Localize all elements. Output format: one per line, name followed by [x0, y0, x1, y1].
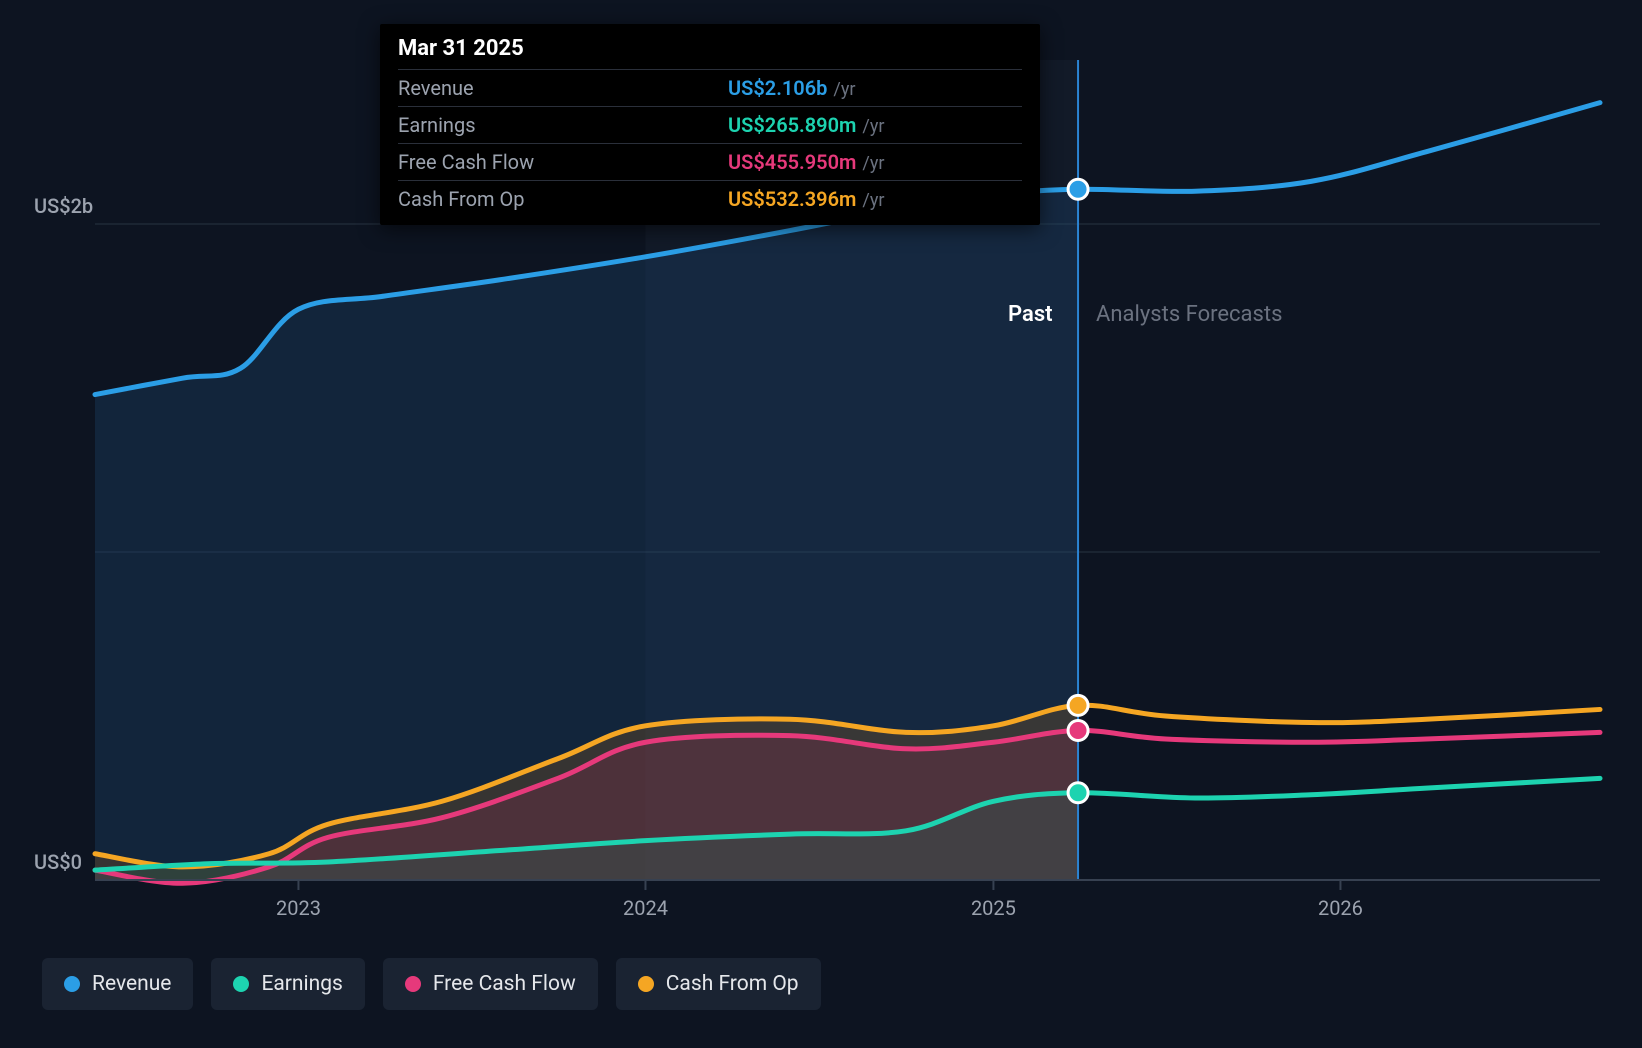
- tooltip-suffix: /yr: [833, 79, 855, 100]
- legend-label: Free Cash Flow: [433, 972, 576, 996]
- tooltip-value: US$265.890m: [728, 113, 856, 137]
- financial-chart: US$0 US$2b 2023 2024 2025 2026 Past Anal…: [0, 0, 1642, 1048]
- tooltip-label: Free Cash Flow: [398, 150, 728, 174]
- tooltip-suffix: /yr: [862, 153, 884, 174]
- x-tick-label: 2024: [623, 896, 668, 920]
- legend-swatch-icon: [405, 976, 421, 992]
- x-tick-label: 2026: [1318, 896, 1363, 920]
- tooltip-value: US$455.950m: [728, 150, 856, 174]
- tooltip-suffix: /yr: [862, 190, 884, 211]
- legend-label: Cash From Op: [666, 972, 799, 996]
- forecast-label: Analysts Forecasts: [1096, 302, 1282, 327]
- tooltip-row-cfo: Cash From Op US$532.396m /yr: [398, 180, 1022, 217]
- tooltip-label: Revenue: [398, 76, 728, 100]
- y-tick-label: US$2b: [34, 194, 93, 218]
- tooltip-label: Earnings: [398, 113, 728, 137]
- legend: Revenue Earnings Free Cash Flow Cash Fro…: [42, 958, 821, 1010]
- x-tick-label: 2023: [276, 896, 321, 920]
- tooltip-value: US$532.396m: [728, 187, 856, 211]
- tooltip-label: Cash From Op: [398, 187, 728, 211]
- legend-item-fcf[interactable]: Free Cash Flow: [383, 958, 598, 1010]
- legend-swatch-icon: [638, 976, 654, 992]
- tooltip-row-fcf: Free Cash Flow US$455.950m /yr: [398, 143, 1022, 180]
- legend-swatch-icon: [233, 976, 249, 992]
- legend-label: Revenue: [92, 972, 171, 996]
- hover-tooltip: Mar 31 2025 Revenue US$2.106b /yr Earnin…: [380, 24, 1040, 225]
- legend-item-revenue[interactable]: Revenue: [42, 958, 193, 1010]
- tooltip-date: Mar 31 2025: [398, 36, 1022, 69]
- legend-item-cfo[interactable]: Cash From Op: [616, 958, 821, 1010]
- tooltip-suffix: /yr: [862, 116, 884, 137]
- past-label: Past: [1008, 302, 1053, 327]
- legend-label: Earnings: [261, 972, 342, 996]
- tooltip-value: US$2.106b: [728, 76, 827, 100]
- tooltip-row-revenue: Revenue US$2.106b /yr: [398, 69, 1022, 106]
- tooltip-row-earnings: Earnings US$265.890m /yr: [398, 106, 1022, 143]
- legend-swatch-icon: [64, 976, 80, 992]
- x-tick-label: 2025: [971, 896, 1016, 920]
- legend-item-earnings[interactable]: Earnings: [211, 958, 364, 1010]
- y-tick-label: US$0: [34, 850, 82, 874]
